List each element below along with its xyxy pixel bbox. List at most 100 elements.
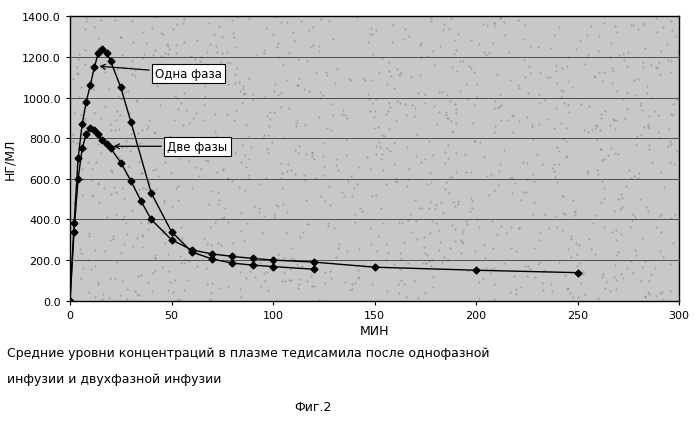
Point	[269, 109, 280, 116]
Point	[395, 100, 406, 107]
Point	[143, 178, 154, 184]
Point	[272, 251, 284, 258]
Point	[466, 205, 477, 212]
Point	[440, 150, 451, 157]
Point	[321, 125, 332, 132]
Point	[395, 70, 406, 77]
Point	[510, 181, 521, 187]
Point	[583, 237, 594, 243]
Point	[612, 89, 623, 95]
Point	[346, 281, 358, 288]
Point	[283, 106, 294, 113]
Point	[542, 117, 554, 123]
Point	[259, 213, 270, 220]
Point	[552, 144, 563, 151]
Point	[589, 212, 601, 219]
Point	[582, 129, 594, 136]
Point	[408, 113, 419, 120]
Point	[380, 257, 391, 264]
Point	[452, 32, 463, 39]
Point	[163, 287, 174, 294]
Point	[253, 209, 264, 216]
Point	[455, 88, 466, 95]
Point	[538, 287, 549, 294]
Point	[641, 91, 652, 98]
Point	[500, 32, 511, 39]
Point	[662, 42, 673, 49]
Point	[427, 49, 438, 55]
Point	[136, 273, 147, 280]
Point	[293, 150, 304, 157]
Point	[421, 252, 433, 259]
Point	[617, 195, 628, 202]
Point	[493, 104, 504, 111]
Point	[637, 59, 648, 66]
Point	[216, 59, 227, 66]
Point	[348, 185, 359, 192]
Point	[110, 211, 121, 218]
Point	[206, 74, 217, 81]
Point	[638, 124, 650, 131]
Point	[240, 164, 251, 171]
Point	[272, 44, 283, 51]
Point	[128, 40, 139, 46]
Point	[150, 131, 161, 138]
Point	[354, 205, 365, 212]
Point	[226, 178, 237, 185]
Point	[428, 284, 439, 291]
Point	[199, 103, 210, 110]
Point	[216, 50, 228, 57]
Point	[72, 56, 83, 63]
Point	[438, 255, 449, 261]
Point	[391, 98, 402, 105]
Point	[371, 28, 382, 34]
Point	[329, 80, 340, 87]
Point	[480, 255, 491, 262]
Point	[468, 120, 479, 127]
Point	[193, 251, 204, 258]
Point	[585, 246, 596, 253]
Point	[535, 100, 546, 107]
Point	[593, 295, 604, 301]
Point	[284, 266, 295, 273]
Point	[482, 173, 493, 180]
Point	[183, 120, 195, 127]
Point	[260, 95, 271, 101]
Point	[199, 78, 211, 85]
Point	[142, 279, 153, 286]
Point	[307, 24, 318, 31]
Point	[70, 163, 81, 170]
Point	[103, 86, 114, 93]
Point	[318, 163, 330, 170]
Point	[332, 245, 344, 252]
Point	[483, 192, 494, 199]
Point	[328, 112, 339, 119]
Point	[233, 79, 244, 86]
Point	[612, 151, 624, 158]
Point	[365, 241, 377, 248]
Point	[218, 166, 229, 173]
Point	[609, 262, 620, 269]
Point	[275, 160, 286, 167]
Point	[173, 156, 184, 163]
Point	[528, 136, 539, 143]
Point	[76, 275, 87, 282]
Point	[589, 251, 601, 258]
Point	[77, 177, 88, 184]
Point	[296, 263, 307, 270]
Point	[505, 224, 516, 231]
Point	[457, 227, 468, 234]
Point	[418, 260, 429, 267]
Point	[269, 214, 280, 221]
Point	[166, 170, 177, 177]
Point	[153, 173, 164, 180]
Point	[76, 113, 87, 120]
Point	[149, 255, 160, 262]
Point	[82, 257, 93, 264]
Point	[448, 200, 459, 206]
Point	[583, 168, 594, 175]
Point	[259, 278, 270, 285]
Point	[564, 109, 575, 116]
Point	[120, 220, 132, 227]
Point	[140, 40, 151, 47]
